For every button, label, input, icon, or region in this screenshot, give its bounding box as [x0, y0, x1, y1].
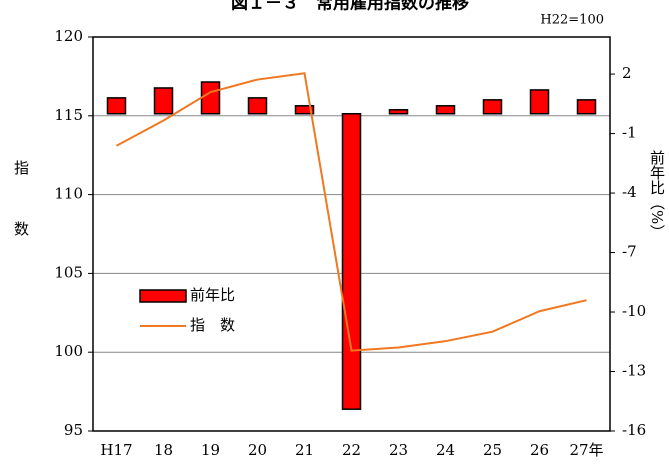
- x-tick-label: 25: [483, 441, 502, 459]
- y2-tick-label: -4: [622, 183, 637, 201]
- x-tick-label: 22: [342, 441, 361, 459]
- bar: [200, 81, 221, 115]
- x-tick-label: 21: [295, 441, 314, 459]
- chart-title: 図１－３ 常用雇用指数の推移: [231, 0, 469, 14]
- y-tick-label: 95: [64, 421, 83, 439]
- x-tick-label: 23: [389, 441, 408, 459]
- x-tick-label: 27年: [569, 441, 603, 459]
- bar: [435, 105, 456, 115]
- y2-tick-label: 2: [622, 64, 632, 82]
- x-tick-label: 24: [436, 441, 455, 459]
- bar: [341, 112, 362, 410]
- bar: [294, 105, 315, 115]
- bar: [106, 97, 127, 115]
- y2-axis-label: 前年比（%）: [648, 150, 666, 239]
- x-tick-label: 18: [154, 441, 173, 459]
- legend-swatch: [139, 289, 187, 303]
- x-tick-label: 26: [530, 441, 549, 459]
- y-tick-label: 105: [54, 263, 83, 281]
- y2-tick-label: -10: [622, 302, 646, 320]
- y2-tick-label: -1: [622, 124, 637, 142]
- y2-tick-label: -13: [622, 362, 646, 380]
- plot-frame: [92, 36, 611, 432]
- base-note: H22=100: [540, 13, 604, 28]
- bar: [482, 99, 503, 115]
- y-tick-label: 115: [54, 106, 83, 124]
- bar: [153, 87, 174, 115]
- bar: [529, 89, 550, 115]
- line: [116, 72, 587, 352]
- y-tick-label: 120: [54, 27, 83, 45]
- bar: [388, 109, 409, 115]
- legend-label: 指 数: [190, 316, 235, 334]
- x-tick-label: H17: [100, 441, 132, 459]
- x-tick-label: 19: [201, 441, 220, 459]
- y-tick-label: 110: [54, 185, 83, 203]
- x-tick-label: 20: [248, 441, 267, 459]
- legend-label: 前年比: [190, 286, 235, 304]
- y-tick-label: 100: [54, 342, 83, 360]
- bar: [576, 99, 597, 115]
- y2-tick-label: -7: [622, 243, 637, 261]
- y-axis-label: 指数: [12, 160, 30, 282]
- bar: [247, 97, 268, 115]
- y2-tick-label: -16: [622, 421, 646, 439]
